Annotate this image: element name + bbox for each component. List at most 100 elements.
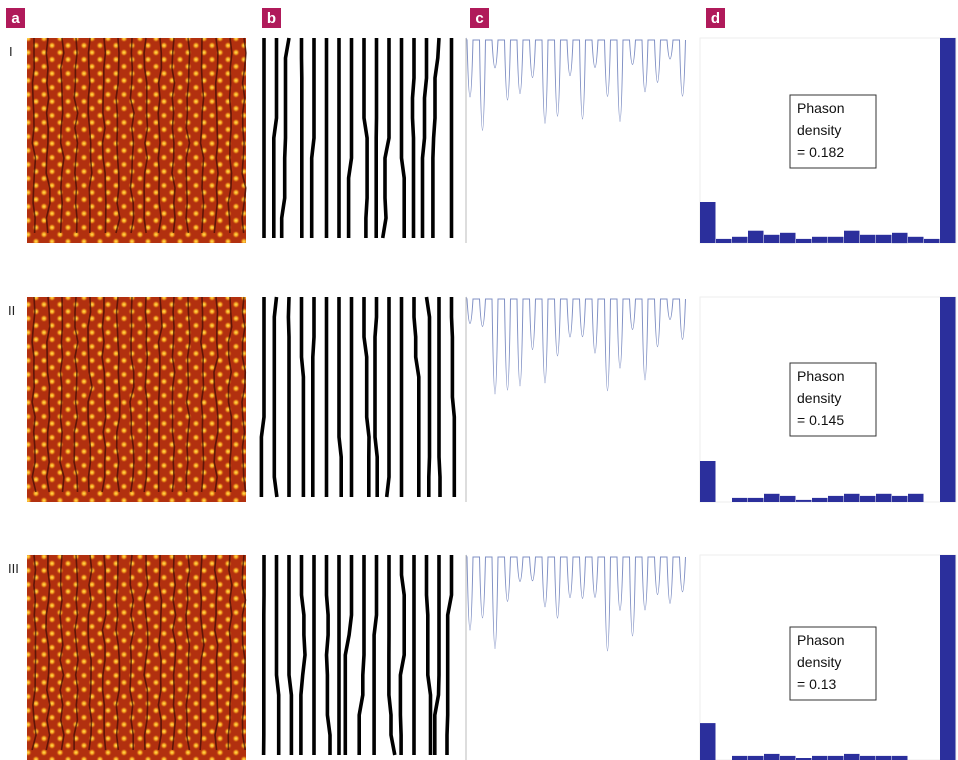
histogram-bar <box>828 756 844 760</box>
histogram-bar <box>780 233 796 243</box>
histogram-bar <box>860 235 876 243</box>
row-label: II <box>8 303 15 318</box>
histogram-bar <box>908 494 924 502</box>
stripe <box>402 38 405 238</box>
histogram-bar <box>764 754 780 760</box>
histogram-bar <box>876 756 892 760</box>
phason-text: Phason <box>797 100 844 116</box>
histogram-bar <box>716 239 732 243</box>
histogram-bar <box>700 461 716 502</box>
stripe <box>359 555 364 755</box>
stripe <box>375 297 377 497</box>
histogram-bar <box>748 231 764 243</box>
panel-label: c <box>475 10 483 27</box>
stripe <box>261 297 264 497</box>
stripe <box>414 297 419 497</box>
stripe <box>374 555 376 755</box>
histogram-bar <box>780 756 796 760</box>
stripe <box>439 297 440 497</box>
histogram-bar <box>700 202 716 243</box>
stripe <box>383 38 389 238</box>
stripe <box>339 297 341 497</box>
panel-label: d <box>711 10 720 27</box>
phason-text: = 0.145 <box>797 412 844 428</box>
histogram-bar <box>940 38 956 243</box>
histogram-bar <box>732 237 748 243</box>
stripe <box>302 297 304 497</box>
stripe <box>301 555 305 755</box>
phason-text: = 0.182 <box>797 144 844 160</box>
phason-text: Phason <box>797 368 844 384</box>
histogram-bar <box>812 498 828 502</box>
stripe <box>349 38 352 238</box>
profile <box>466 555 686 651</box>
stripe <box>413 38 415 238</box>
histogram-bar <box>876 235 892 243</box>
histogram-bar <box>844 231 860 243</box>
histogram-bar <box>700 723 716 760</box>
panel-label: a <box>11 10 20 27</box>
stripe <box>435 555 439 755</box>
histogram-bar <box>892 756 908 760</box>
histogram-bar <box>844 754 860 760</box>
stripe <box>345 555 351 755</box>
histogram-bar <box>732 756 748 760</box>
row-label: III <box>8 561 19 576</box>
histogram-bar <box>812 237 828 243</box>
histogram-bar <box>828 496 844 502</box>
phason-text: density <box>797 654 841 670</box>
profile <box>466 38 686 130</box>
histogram-bar <box>892 496 908 502</box>
panel-label: b <box>267 10 276 27</box>
stripe <box>312 38 314 238</box>
stripe <box>452 297 455 497</box>
histogram-bar <box>796 239 812 243</box>
stripe <box>423 38 427 238</box>
page: a b c d I Phason density = 0.182 II Phason density… <box>0 0 958 760</box>
histogram-bar <box>860 496 876 502</box>
histogram-bar <box>860 756 876 760</box>
histogram-bar <box>828 237 844 243</box>
stripe <box>364 297 369 497</box>
stripe <box>274 297 277 497</box>
stripe <box>364 38 367 238</box>
histogram-bar <box>748 756 764 760</box>
histogram-bar <box>796 500 812 502</box>
micrograph <box>27 38 246 243</box>
stripe <box>274 38 277 238</box>
histogram-bar <box>780 496 796 502</box>
histogram-bar <box>924 239 940 243</box>
phason-text: Phason <box>797 632 844 648</box>
histogram-bar <box>940 555 956 760</box>
stripe <box>427 297 430 497</box>
profile <box>466 297 686 394</box>
phason-text: density <box>797 122 841 138</box>
histogram-bar <box>764 235 780 243</box>
figure: a b c d I Phason density = 0.182 II Phason density… <box>0 0 958 760</box>
histogram-bar <box>732 498 748 502</box>
histogram-bar <box>876 494 892 502</box>
histogram-bar <box>748 498 764 502</box>
histogram-bar <box>812 756 828 760</box>
stripe <box>433 38 439 238</box>
histogram-bar <box>940 297 956 502</box>
stripe <box>447 555 452 755</box>
stripe <box>288 297 289 497</box>
histogram-bar <box>892 233 908 243</box>
stripe <box>289 555 291 755</box>
stripe <box>389 555 395 755</box>
stripe <box>387 297 389 497</box>
stripe <box>427 555 431 755</box>
histogram-bar <box>908 237 924 243</box>
row-label: I <box>9 44 13 59</box>
phason-text: = 0.13 <box>797 676 837 692</box>
stripe <box>282 38 289 238</box>
phason-text: density <box>797 390 841 406</box>
stripe <box>400 555 404 755</box>
micrograph <box>27 297 246 502</box>
histogram-bar <box>844 494 860 502</box>
stripe <box>327 555 331 755</box>
stripe <box>277 555 279 755</box>
histogram-bar <box>764 494 780 502</box>
stripe <box>313 297 314 497</box>
